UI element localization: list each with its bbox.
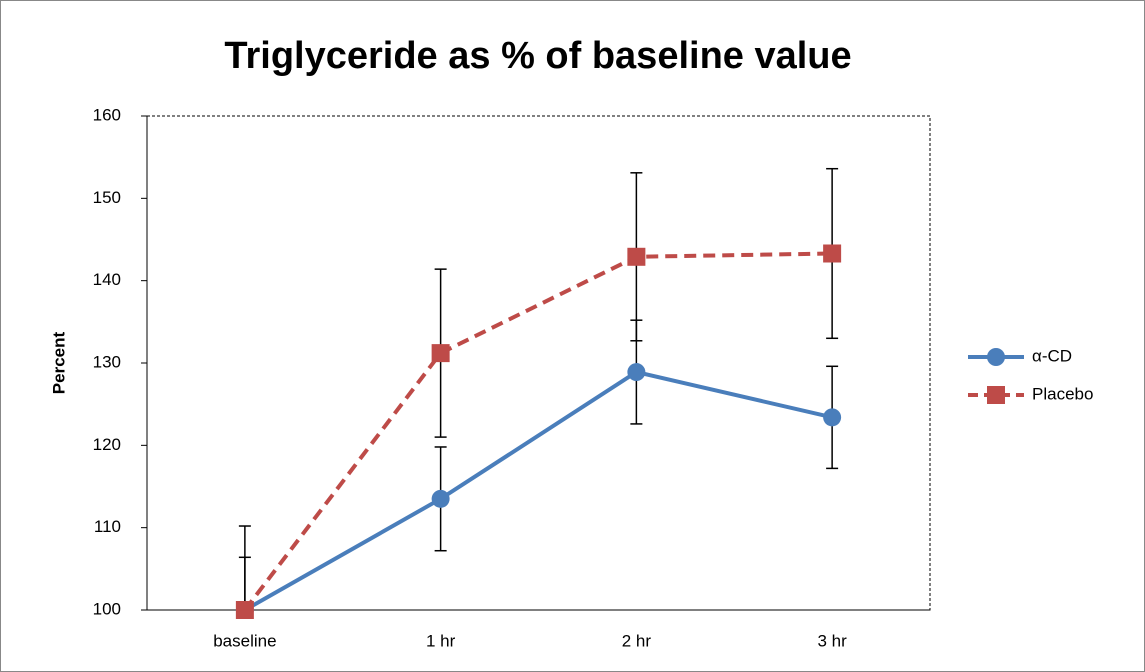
x-tick-label: 3 hr <box>817 631 847 650</box>
legend-label: Placebo <box>1032 384 1093 403</box>
y-tick-label: 100 <box>93 599 121 618</box>
legend-marker <box>987 386 1005 404</box>
y-tick-label: 130 <box>93 352 121 371</box>
legend-label: α-CD <box>1032 346 1072 365</box>
marker <box>431 344 450 363</box>
marker <box>627 247 646 266</box>
x-tick-label: 2 hr <box>622 631 652 650</box>
marker <box>431 489 450 508</box>
marker <box>823 408 842 427</box>
x-tick-label: baseline <box>213 631 276 650</box>
marker <box>627 363 646 382</box>
legend-marker <box>987 348 1005 366</box>
series-line <box>243 369 833 612</box>
x-tick-label: 1 hr <box>426 631 456 650</box>
y-tick-label: 110 <box>94 517 121 536</box>
error-bar <box>238 525 251 610</box>
marker <box>823 244 842 263</box>
y-tick-label: 160 <box>93 105 121 124</box>
y-tick-label: 150 <box>93 188 121 207</box>
y-axis-label: Percent <box>49 331 68 394</box>
chart-title: Triglyceride as % of baseline value <box>224 35 851 77</box>
series-line <box>243 251 833 612</box>
y-tick-label: 120 <box>93 435 121 454</box>
y-tick-label: 140 <box>93 270 121 289</box>
marker <box>235 601 254 619</box>
